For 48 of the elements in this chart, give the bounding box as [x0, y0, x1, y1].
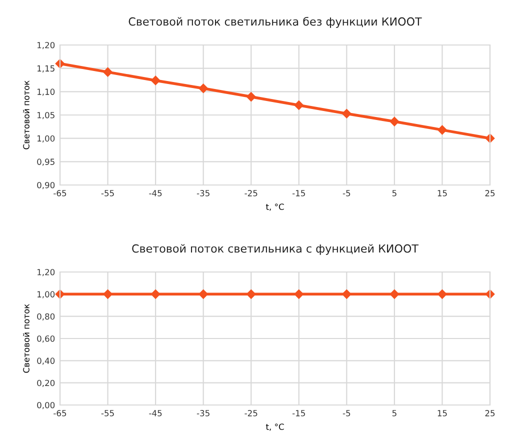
- y-tick-label: 1,20: [38, 268, 55, 276]
- y-tick-label: 0,40: [37, 358, 55, 365]
- point: [294, 100, 304, 110]
- point: [150, 76, 160, 86]
- point: [390, 116, 400, 126]
- x-axis-title: t, °C: [266, 204, 284, 211]
- y-tick-label: 0,95: [37, 158, 54, 166]
- x-tick-label: -35: [196, 410, 210, 416]
- x-tick-label: -15: [292, 410, 305, 416]
- chart-title: Световой поток светильника с функцией КИООТ: [132, 244, 419, 255]
- y-tick-label: 0,00: [37, 402, 55, 410]
- chart-title: Световой поток светильника без функции КИООТ: [128, 16, 422, 28]
- y-tick-label: 0,60: [37, 335, 55, 343]
- y-tick-label: 0,90: [37, 182, 55, 190]
- point: [246, 92, 256, 102]
- x-tick-label: 25: [485, 190, 495, 196]
- x-tick-label: -45: [149, 190, 162, 196]
- x-tick-label: -5: [342, 410, 350, 416]
- y-axis-title: Световой поток: [23, 304, 30, 373]
- x-tick-label: 15: [438, 190, 447, 196]
- x-tick-label: 15: [438, 410, 447, 416]
- x-tick-label: -25: [244, 190, 258, 196]
- x-tick-label: -15: [292, 190, 305, 196]
- point: [198, 84, 208, 94]
- y-tick-label: 1,05: [38, 112, 54, 120]
- y-tick-label: 1,00: [38, 135, 55, 142]
- y-axis-title: Световой поток: [23, 80, 30, 150]
- x-tick-label: -35: [196, 190, 210, 196]
- y-tick-label: 0,80: [37, 313, 55, 320]
- x-tick-label: -55: [101, 410, 114, 416]
- y-tick-label: 1,20: [38, 42, 55, 50]
- y-tick-label: 1,10: [38, 88, 55, 96]
- x-tick-label: -5: [342, 190, 350, 196]
- x-tick-label: -65: [54, 190, 66, 196]
- y-tick-label: 1,15: [38, 65, 54, 72]
- y-tick-label: 0,20: [37, 380, 55, 387]
- y-tick-label: 1,00: [38, 291, 55, 298]
- point: [103, 67, 112, 77]
- x-tick-label: -45: [149, 410, 162, 416]
- x-axis-title: t, °C: [266, 424, 284, 431]
- x-tick-label: -65: [54, 410, 66, 416]
- x-tick-label: -55: [101, 190, 114, 196]
- x-tick-label: 5: [392, 410, 396, 416]
- point: [342, 108, 352, 118]
- x-tick-label: 5: [392, 190, 396, 196]
- x-tick-label: -25: [244, 410, 258, 416]
- x-tick-label: 25: [485, 410, 495, 416]
- point: [438, 125, 447, 135]
